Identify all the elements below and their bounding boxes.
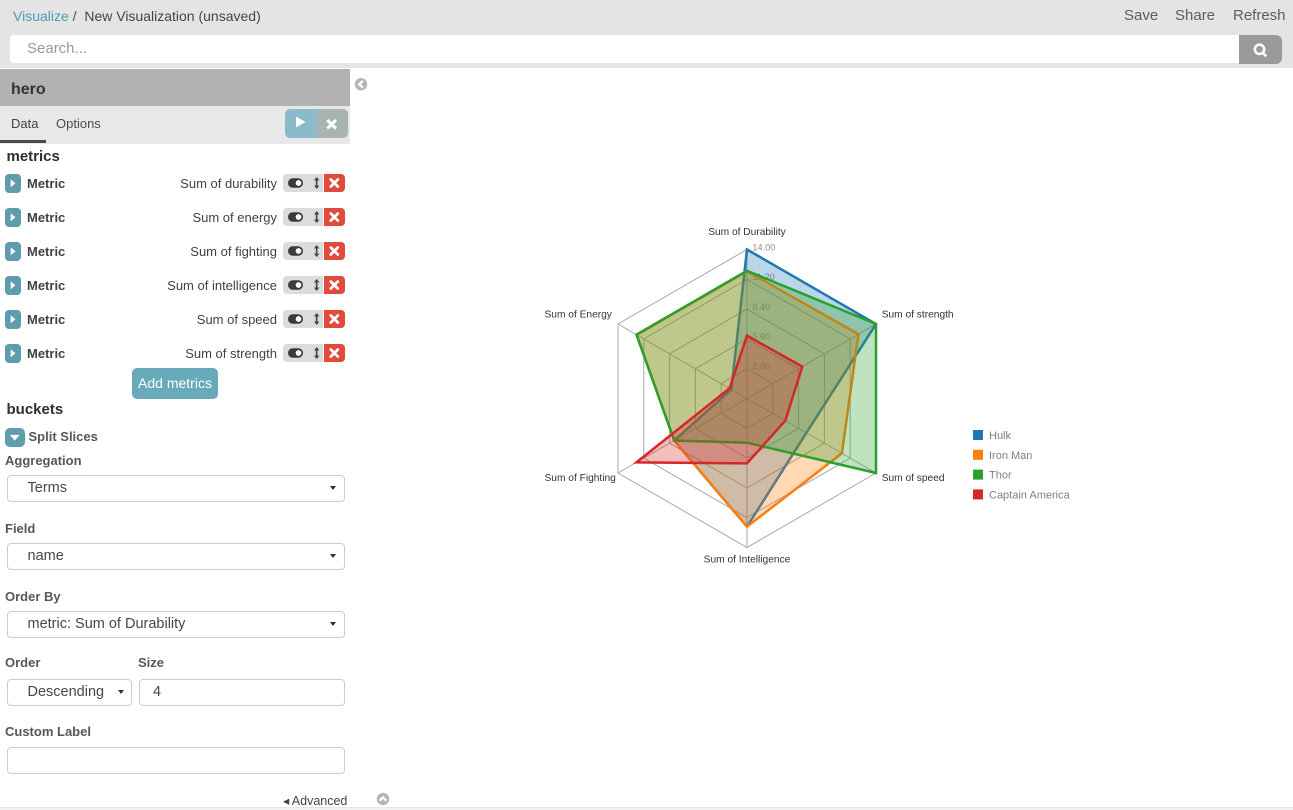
svg-text:2.80: 2.80 [752, 362, 770, 372]
svg-text:Captain America: Captain America [989, 489, 1071, 501]
svg-text:8.40: 8.40 [752, 302, 770, 312]
svg-text:Thor: Thor [989, 470, 1012, 482]
svg-text:Sum of Energy: Sum of Energy [545, 310, 613, 321]
svg-text:Sum of Intelligence: Sum of Intelligence [704, 555, 791, 566]
svg-text:Hulk: Hulk [989, 430, 1012, 442]
svg-text:Iron Man: Iron Man [989, 450, 1032, 462]
svg-text:5.60: 5.60 [752, 332, 770, 342]
svg-text:Sum of speed: Sum of speed [882, 473, 945, 484]
svg-text:Sum of strength: Sum of strength [882, 310, 954, 321]
svg-text:Sum of Fighting: Sum of Fighting [545, 473, 617, 484]
svg-text:Sum of Durability: Sum of Durability [708, 227, 786, 238]
svg-text:14.00: 14.00 [752, 242, 775, 252]
